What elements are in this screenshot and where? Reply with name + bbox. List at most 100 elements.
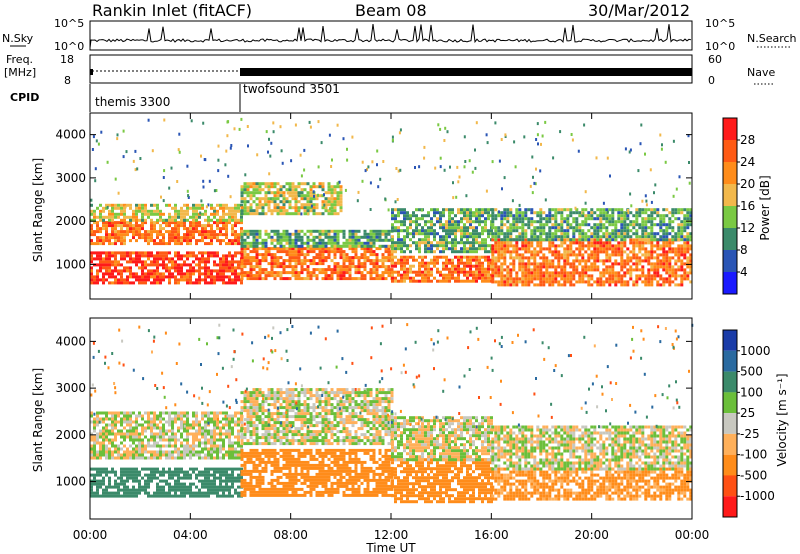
velocity-cell [102, 435, 105, 439]
power-cell [189, 239, 192, 243]
power-cell [521, 274, 525, 278]
power-cell [418, 241, 421, 245]
velocity-cell [126, 456, 129, 460]
power-cell [156, 257, 159, 261]
velocity-cell [120, 482, 123, 486]
power-cell [174, 209, 177, 213]
power-cell [276, 238, 280, 242]
power-cell [515, 223, 519, 227]
power-cell [487, 279, 490, 283]
velocity-cell [186, 470, 189, 474]
power-cell [303, 259, 307, 263]
power-cell [506, 208, 510, 212]
velocity-cell [168, 411, 171, 415]
power-cell [132, 281, 135, 285]
power-scatter-point [584, 201, 587, 205]
power-cell [518, 280, 522, 284]
velocity-cell [204, 467, 207, 471]
power-cell [524, 277, 528, 281]
power-cell [102, 221, 105, 225]
power-cell [448, 270, 451, 274]
power-cell [204, 230, 207, 234]
power-cell [339, 188, 343, 192]
power-cell [366, 232, 370, 236]
power-cell [336, 238, 340, 242]
power-cell [330, 188, 334, 192]
velocity-cell [156, 417, 159, 421]
power-cell [500, 223, 504, 227]
power-cell [279, 247, 283, 251]
power-cell [602, 250, 606, 254]
power-cell [279, 232, 283, 236]
power-cell [264, 250, 268, 254]
power-cell [439, 226, 442, 230]
power-cell [524, 271, 528, 275]
velocity-cell [180, 417, 183, 421]
power-cell [108, 203, 111, 207]
power-cell [578, 262, 582, 266]
power-cell [291, 241, 295, 245]
power-cell [147, 251, 150, 255]
power-cell [132, 224, 135, 228]
power-cell [321, 268, 325, 272]
power-scatter-point [286, 191, 289, 195]
velocity-cell [189, 467, 192, 471]
velocity-cell [96, 414, 99, 418]
power-cell [415, 226, 418, 230]
power-cell [165, 257, 168, 261]
power-cell [421, 229, 424, 233]
power-cell [252, 200, 256, 204]
power-cell [599, 208, 603, 212]
velocity-cell [207, 476, 210, 480]
power-cell [650, 244, 654, 248]
power-cell [584, 244, 588, 248]
power-cell [626, 217, 630, 221]
velocity-cell [96, 423, 99, 427]
power-cell [653, 232, 657, 236]
power-cell [602, 262, 606, 266]
power-cell [632, 241, 636, 245]
velocity-cell [156, 441, 159, 445]
power-cell [129, 221, 132, 225]
power-cell [306, 277, 310, 281]
power-cell [240, 203, 243, 207]
power-scatter-point [215, 189, 218, 192]
power-cell [629, 259, 633, 263]
power-cell [530, 277, 534, 281]
power-cell [177, 251, 180, 255]
power-cell [611, 265, 615, 269]
power-cell [491, 214, 495, 218]
power-cell [506, 268, 510, 272]
power-cell [219, 221, 222, 225]
power-cell [111, 269, 114, 273]
power-cell [487, 276, 490, 280]
power-cell [602, 214, 606, 218]
power-cell [240, 206, 244, 210]
velocity-cell [150, 470, 153, 474]
power-cell [156, 254, 159, 258]
power-cell [415, 270, 418, 274]
power-cell [381, 238, 385, 242]
power-cell [282, 229, 286, 233]
power-cell [144, 254, 147, 258]
power-scatter-point [627, 209, 629, 212]
power-cell [406, 244, 409, 248]
power-cell [90, 266, 93, 270]
power-cell [117, 233, 120, 237]
velocity-cell [168, 441, 171, 445]
power-cell [647, 226, 651, 230]
power-cell [542, 211, 546, 215]
power-cell [581, 238, 585, 242]
power-cell [644, 220, 648, 224]
power-cell [192, 227, 195, 231]
power-scatter-point [202, 179, 205, 183]
power-cell [345, 265, 349, 269]
power-cell [680, 259, 684, 263]
power-cell [442, 261, 445, 265]
velocity-cell [186, 444, 189, 448]
power-cell [439, 244, 442, 248]
power-cell [415, 229, 418, 233]
velocity-cell [165, 494, 168, 498]
power-cell [312, 229, 316, 233]
power-cell [644, 223, 648, 227]
